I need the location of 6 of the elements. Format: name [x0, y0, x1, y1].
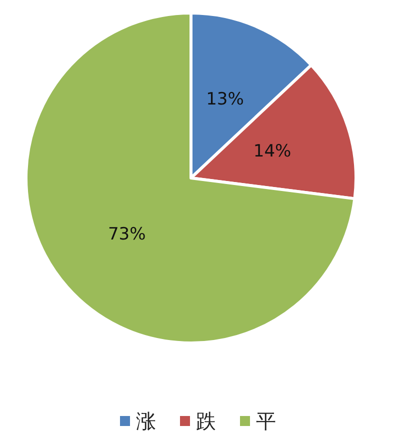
legend-label: 平 [256, 409, 276, 433]
legend-label: 跌 [196, 409, 216, 433]
data-label: 14% [253, 142, 292, 162]
data-label: 13% [206, 90, 244, 110]
legend-label: 涨 [136, 409, 156, 433]
data-label: 73% [108, 224, 146, 245]
